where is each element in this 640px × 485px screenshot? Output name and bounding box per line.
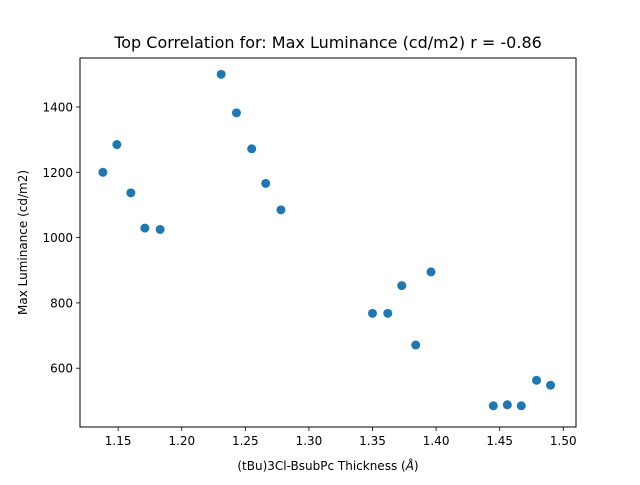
data-point-1 — [98, 167, 108, 177]
y-tick-label: 1400 — [42, 100, 73, 114]
data-point-19 — [532, 375, 542, 385]
data-point-4 — [140, 223, 150, 233]
y-axis: 600 800 1000 1200 1400 — [42, 100, 80, 376]
data-point-18 — [516, 401, 526, 411]
y-tick-label: 600 — [50, 362, 73, 376]
x-tick-label: 1.30 — [296, 434, 323, 448]
x-tick-label: 1.45 — [486, 434, 513, 448]
data-point-7 — [231, 108, 241, 118]
data-point-17 — [502, 400, 512, 410]
data-point-10 — [276, 205, 286, 215]
x-tick-label: 1.25 — [232, 434, 259, 448]
data-point-14 — [411, 340, 421, 350]
x-tick-label: 1.40 — [423, 434, 450, 448]
x-tick-label: 1.50 — [550, 434, 577, 448]
data-point-8 — [247, 144, 257, 154]
x-axis-label-unit: Å — [405, 458, 414, 473]
data-point-12 — [383, 308, 393, 318]
y-tick-label: 1200 — [42, 166, 73, 180]
data-point-3 — [126, 188, 136, 198]
x-tick-label: 1.35 — [359, 434, 386, 448]
data-point-5 — [155, 224, 165, 234]
data-point-11 — [368, 308, 378, 318]
data-point-13 — [397, 281, 407, 291]
x-axis: 1.15 1.20 1.25 1.30 1.35 1.40 1.45 1.50 — [105, 427, 577, 448]
y-tick-label: 1000 — [42, 231, 73, 245]
y-axis-label: Max Luminance (cd/m2) — [16, 170, 30, 315]
data-point-9 — [261, 178, 271, 188]
x-tick-label: 1.20 — [168, 434, 195, 448]
data-point-15 — [426, 267, 436, 277]
data-point-6 — [216, 69, 226, 79]
x-axis-label: (tBu)3Cl-BsubPc Thickness (Å) — [237, 458, 418, 473]
chart-title: Top Correlation for: Max Luminance (cd/m… — [113, 33, 542, 52]
y-tick-label: 800 — [50, 296, 73, 310]
plot-frame — [79, 57, 577, 428]
points-layer — [98, 69, 556, 411]
data-point-16 — [488, 401, 498, 411]
x-axis-label-suffix: ) — [414, 459, 419, 473]
data-point-2 — [112, 140, 122, 150]
data-point-20 — [546, 380, 556, 390]
x-axis-label-prefix: (tBu)3Cl-BsubPc Thickness ( — [237, 459, 405, 473]
x-tick-label: 1.15 — [105, 434, 132, 448]
